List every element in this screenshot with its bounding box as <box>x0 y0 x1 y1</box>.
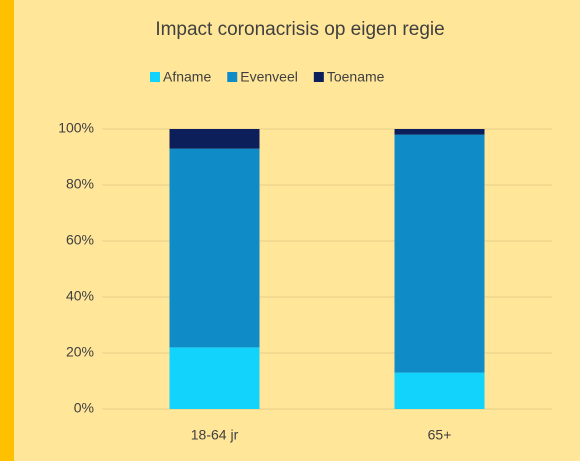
bar-segment <box>169 347 260 409</box>
bar-segment <box>169 148 260 348</box>
y-tick-label: 20% <box>66 344 94 360</box>
legend-label: Evenveel <box>240 69 298 85</box>
y-tick-label: 80% <box>66 176 94 192</box>
y-tick-label: 100% <box>58 120 94 136</box>
bar-segment <box>169 129 260 149</box>
y-tick-label: 0% <box>74 400 94 416</box>
legend-label: Afname <box>163 69 211 85</box>
legend-swatch <box>150 72 160 82</box>
bar-segment <box>394 134 485 373</box>
x-tick-label: 18-64 jr <box>191 427 239 443</box>
legend-swatch <box>227 72 238 82</box>
x-tick-label: 65+ <box>428 427 452 443</box>
y-tick-label: 60% <box>66 232 94 248</box>
y-tick-label: 40% <box>66 288 94 304</box>
legend-label: Toename <box>327 69 385 85</box>
side-strip <box>0 0 14 461</box>
legend-swatch <box>313 72 324 82</box>
bar-segment <box>394 129 485 135</box>
chart-title: Impact coronacrisis op eigen regie <box>155 19 444 40</box>
bar-segment <box>394 372 485 409</box>
